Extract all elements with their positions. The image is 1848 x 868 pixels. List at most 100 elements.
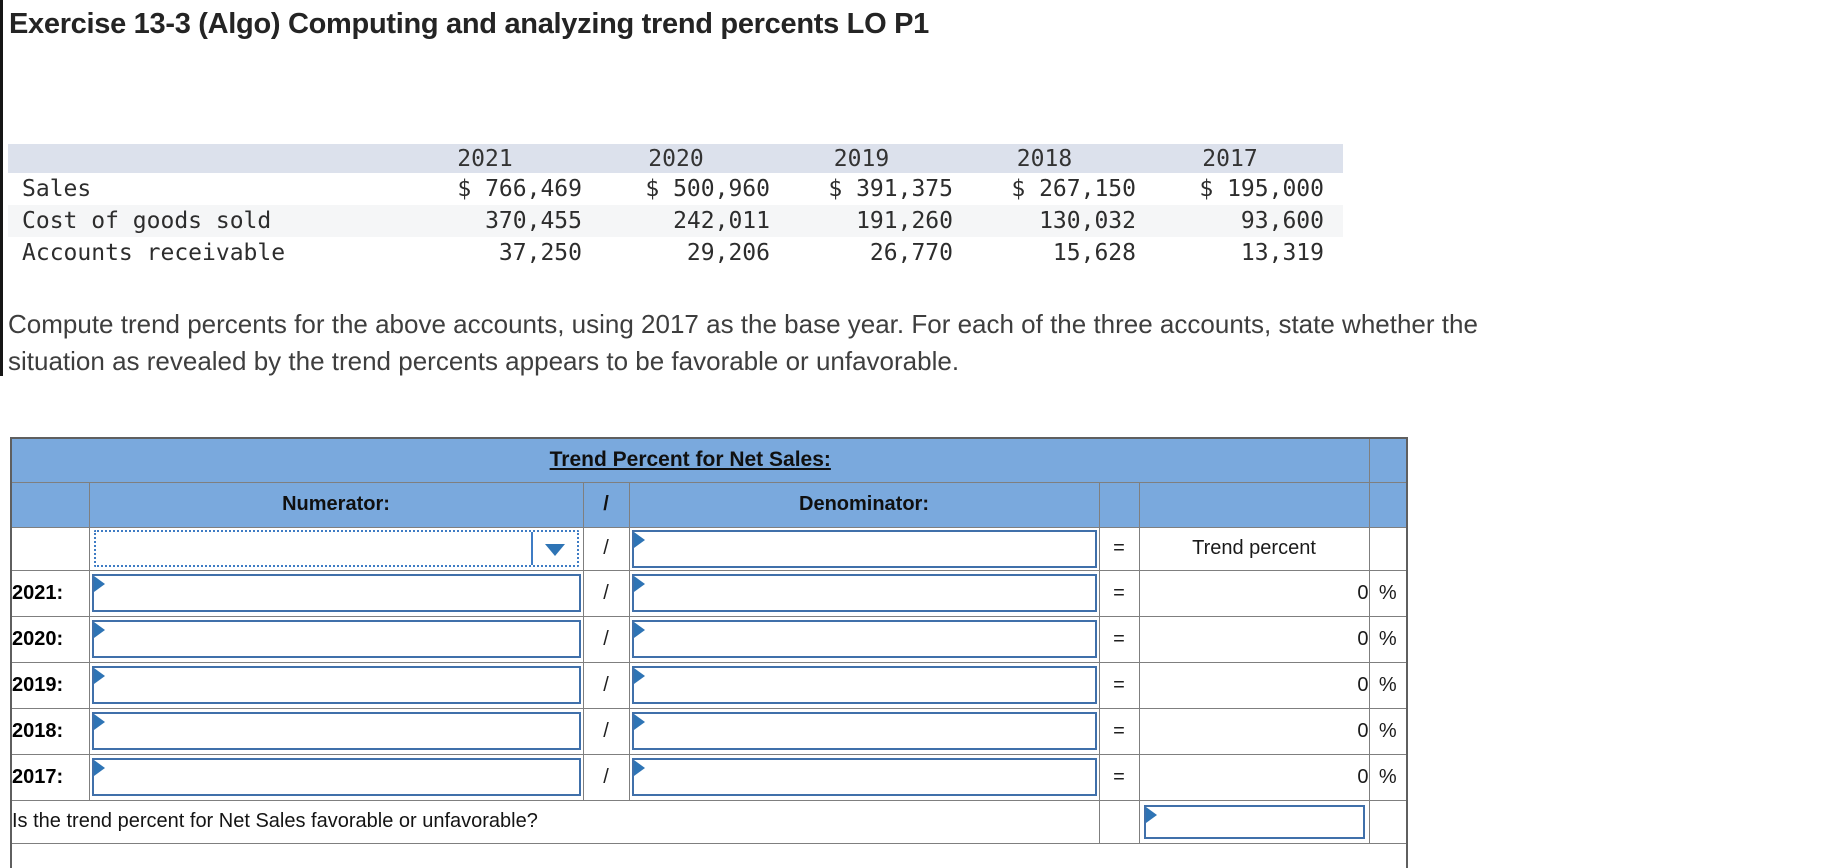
- row-label: Sales: [22, 176, 92, 202]
- result-header: Trend percent: [1138, 526, 1370, 571]
- cell-flag-icon: [633, 760, 645, 776]
- worksheet-row-2020: 2020: / = 0 %: [10, 615, 1408, 663]
- year-header: 2019: [770, 144, 953, 173]
- divide-symbol: /: [582, 615, 630, 663]
- divide-symbol: /: [582, 707, 630, 755]
- table-row-accounts-receivable: Accounts receivable 37,250 29,206 26,770…: [8, 237, 1343, 269]
- worksheet-title: Trend Percent for Net Sales:: [549, 448, 831, 472]
- percent-symbol: %: [1368, 615, 1408, 663]
- formula-row-spacer: [10, 526, 90, 571]
- cell-value: 370,455: [388, 205, 582, 237]
- cell-flag-icon: [633, 576, 645, 592]
- cell-value: 29,206: [686, 240, 770, 266]
- cell-flag-icon: [93, 576, 105, 592]
- cell-flag-icon: [93, 668, 105, 684]
- equals-symbol: =: [1098, 753, 1140, 801]
- divide-symbol: /: [603, 493, 609, 515]
- cell-flag-icon: [633, 622, 645, 638]
- trend-percent-value: 0: [1138, 753, 1370, 801]
- percent-symbol: %: [1368, 707, 1408, 755]
- question-row-spacer: [1368, 799, 1408, 844]
- numerator-input-2017[interactable]: [91, 758, 581, 796]
- worksheet-row-2019: 2019: / = 0 %: [10, 661, 1408, 709]
- cell-value: $ 766,469: [457, 176, 582, 202]
- denominator-input-2018[interactable]: [631, 712, 1097, 750]
- row-label: Accounts receivable: [22, 240, 286, 266]
- formula-row-spacer: [1368, 526, 1408, 571]
- cell-value: $ 195,000: [1199, 176, 1324, 202]
- header-spacer-cell: [10, 481, 90, 528]
- year-row-label: 2020:: [10, 615, 90, 663]
- denominator-input-2017[interactable]: [631, 758, 1097, 796]
- data-table-header-row: 2021 2020 2019 2018 2017: [8, 144, 1343, 173]
- left-border-rule: [0, 0, 3, 376]
- year-header: 2018: [953, 144, 1136, 173]
- denominator-input-2020[interactable]: [631, 620, 1097, 658]
- worksheet-column-header-row: Numerator: / Denominator:: [10, 481, 1408, 528]
- cell-value: 15,628: [1052, 240, 1136, 266]
- denominator-input-2019[interactable]: [631, 666, 1097, 704]
- trend-percent-value: 0: [1138, 661, 1370, 709]
- trend-percent-value: 0: [1138, 707, 1370, 755]
- equals-symbol: =: [1098, 569, 1140, 617]
- formula-row: / = Trend percent: [10, 526, 1408, 571]
- title-row-corner-cell: [1368, 437, 1408, 483]
- percent-symbol: %: [1368, 569, 1408, 617]
- question-row-spacer: [1098, 799, 1140, 844]
- data-header-spacer: [8, 144, 388, 173]
- exercise-instructions: Compute trend percents for the above acc…: [8, 309, 1478, 376]
- cell-value: 93,600: [1136, 205, 1343, 237]
- numerator-input-2021[interactable]: [91, 574, 581, 612]
- cell-value: $ 267,150: [1011, 176, 1136, 202]
- numerator-account-select[interactable]: [93, 530, 579, 567]
- cell-flag-icon: [633, 714, 645, 730]
- cell-flag-icon: [633, 668, 645, 684]
- denominator-account-input[interactable]: [631, 529, 1097, 568]
- trend-percent-worksheet: Trend Percent for Net Sales: Numerator: …: [10, 437, 1409, 868]
- numerator-input-2018[interactable]: [91, 712, 581, 750]
- question-text: Is the trend percent for Net Sales favor…: [10, 799, 1100, 844]
- divide-symbol: /: [582, 526, 630, 571]
- table-row-sales: Sales $ 766,469 $ 500,960 $ 391,375 $ 26…: [8, 173, 1343, 205]
- cell-value: 37,250: [498, 240, 582, 266]
- dropdown-divider: [530, 532, 533, 565]
- trend-percent-value: 0: [1138, 615, 1370, 663]
- cell-flag-icon: [93, 622, 105, 638]
- equals-symbol: =: [1098, 526, 1140, 571]
- cell-value: $ 500,960: [645, 176, 770, 202]
- chevron-down-icon: [544, 544, 565, 556]
- cell-value: 242,011: [582, 205, 770, 237]
- empty-cell: [10, 842, 1408, 868]
- cell-value: 26,770: [869, 240, 953, 266]
- numerator-input-2020[interactable]: [91, 620, 581, 658]
- year-row-label: 2021:: [10, 569, 90, 617]
- numerator-header: Numerator:: [282, 493, 390, 515]
- financial-data-table: 2021 2020 2019 2018 2017 Sales $ 766,469…: [8, 144, 1343, 269]
- cell-value: 130,032: [953, 205, 1136, 237]
- header-spacer-cell: [1368, 481, 1408, 528]
- equals-symbol: =: [1098, 661, 1140, 709]
- worksheet-empty-row: [10, 842, 1408, 868]
- percent-symbol: %: [1368, 661, 1408, 709]
- net-sales-favorability-input[interactable]: [1143, 804, 1365, 839]
- divide-symbol: /: [582, 661, 630, 709]
- cell-flag-icon: [93, 714, 105, 730]
- divide-symbol: /: [582, 569, 630, 617]
- table-row-cogs: Cost of goods sold 370,455 242,011 191,2…: [8, 205, 1343, 237]
- divide-symbol: /: [582, 753, 630, 801]
- denominator-input-2021[interactable]: [631, 574, 1097, 612]
- worksheet-title-row: Trend Percent for Net Sales:: [10, 437, 1408, 483]
- year-row-label: 2019:: [10, 661, 90, 709]
- worksheet-row-2021: 2021: / = 0 %: [10, 569, 1408, 617]
- equals-symbol: =: [1098, 615, 1140, 663]
- cell-flag-icon: [633, 531, 645, 548]
- worksheet-row-2017: 2017: / = 0 %: [10, 753, 1408, 801]
- cell-flag-icon: [93, 760, 105, 776]
- cell-value: 191,260: [770, 205, 953, 237]
- cell-value: 13,319: [1240, 240, 1324, 266]
- numerator-input-2019[interactable]: [91, 666, 581, 704]
- question-row: Is the trend percent for Net Sales favor…: [10, 799, 1408, 844]
- row-label: Cost of goods sold: [8, 205, 388, 237]
- year-row-label: 2017:: [10, 753, 90, 801]
